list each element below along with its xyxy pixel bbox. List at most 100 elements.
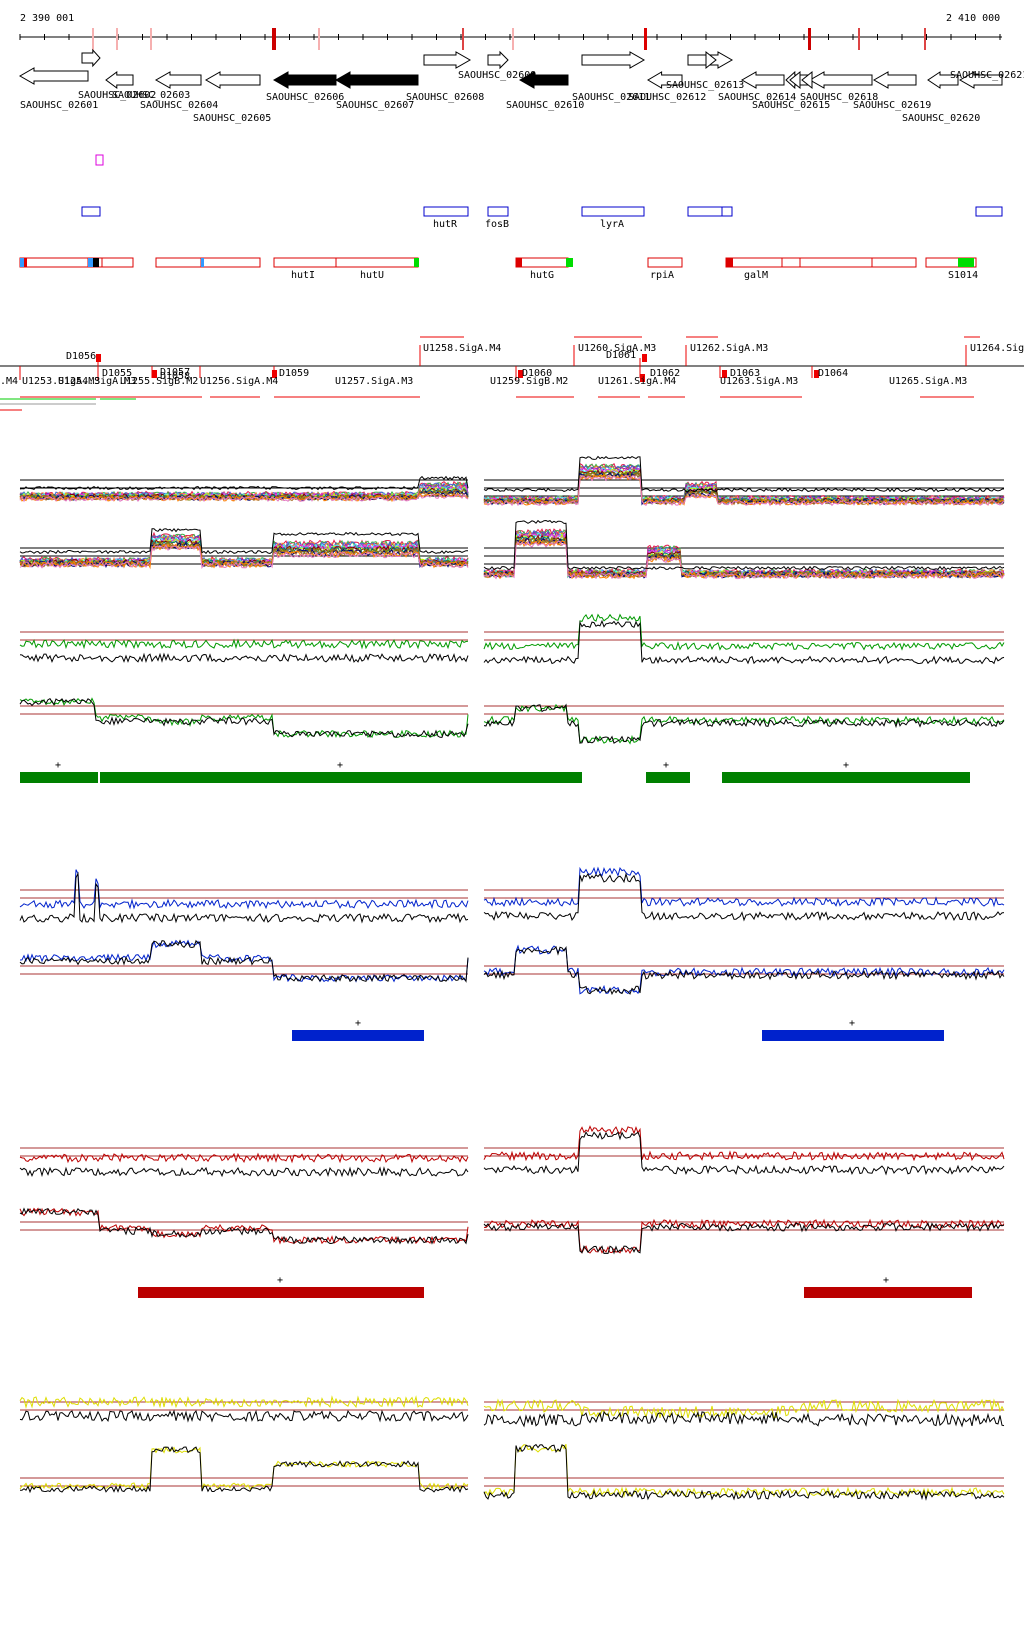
promoter-marker — [518, 370, 523, 378]
promoter-marker — [96, 354, 101, 362]
ruler-ticks — [19, 34, 1001, 40]
u-label-bottom: .M4 — [0, 376, 18, 387]
u-label-bottom: U1256.SigA.M4 — [200, 376, 278, 387]
gene-arrow-saouhsc_02620[interactable] — [927, 71, 959, 89]
red-feature-box[interactable] — [725, 257, 783, 268]
gene-arrow-saouhsc_02607[interactable] — [334, 71, 419, 89]
d-label: D1062 — [650, 368, 680, 379]
gene-arrow-saouhsc_02603[interactable] — [105, 71, 134, 89]
gene-label: SAOUHSC_02610 — [506, 100, 584, 111]
u-label-bottom: U1261.SigA.M4 — [598, 376, 676, 387]
red-feature-fill — [726, 258, 733, 267]
green-segment-bar[interactable] — [722, 772, 970, 783]
gene-label: SAOUHSC_02618 — [800, 92, 878, 103]
blue-feature-box[interactable] — [423, 206, 469, 217]
blue-feature-box[interactable] — [687, 206, 723, 217]
gene-arrow-saouhsc_02619[interactable] — [872, 71, 917, 89]
red-feature-box[interactable] — [647, 257, 683, 268]
d-label: D1057 — [160, 367, 190, 378]
blue-feature-box[interactable] — [581, 206, 645, 217]
red-segment-bar[interactable] — [138, 1287, 424, 1298]
ruler-feature-mark — [924, 28, 926, 50]
green-segment-bar[interactable] — [646, 772, 690, 783]
green-segment-bar[interactable] — [20, 772, 98, 783]
promoter-marker — [814, 370, 819, 378]
ruler-feature-mark — [808, 28, 811, 50]
gene-label: SAOUHSC_02604 — [140, 100, 218, 111]
d-label: D1059 — [279, 368, 309, 379]
green-trace-top-ref — [19, 652, 469, 664]
u-label-bottom: U1257.SigA.M3 — [335, 376, 413, 387]
green-segment-bars: + + + + — [20, 760, 970, 783]
red-feature-label: hutU — [360, 270, 384, 281]
red-feature-box[interactable] — [871, 257, 917, 268]
red-feature-box[interactable] — [19, 257, 89, 268]
blue-feature-label: hutR — [433, 219, 458, 230]
u-label-top: U1264.SigA — [970, 343, 1024, 354]
blue-trace-bottom-ref — [19, 939, 469, 983]
u-label-top: U1258.SigA.M4 — [423, 343, 501, 354]
red-feature-box[interactable] — [799, 257, 873, 268]
gene-arrow-saouhsc_02618[interactable] — [808, 71, 873, 89]
gene-label: SAOUHSC_02611 — [572, 92, 650, 103]
blue-feature-box[interactable] — [81, 206, 101, 217]
gene-arrow-saouhsc_02614[interactable] — [740, 71, 785, 89]
red-feature-fill — [201, 258, 204, 267]
red-feature-box[interactable] — [101, 257, 134, 268]
gene-arrow-saouhsc_02606[interactable] — [272, 71, 337, 89]
blue-trace-top — [19, 869, 469, 910]
d-label: D1055 — [102, 368, 132, 379]
blue-feature-box[interactable] — [721, 206, 733, 217]
multi-trace — [19, 544, 469, 570]
green-segment-marker: + — [663, 760, 669, 771]
red-feature-fill — [93, 258, 99, 267]
ruler-feature-mark — [858, 28, 860, 50]
ruler-feature-mark — [644, 28, 647, 50]
blue-segment-bar[interactable] — [762, 1030, 944, 1041]
gene-label: SAOUHSC_02608 — [406, 92, 484, 103]
blue-feature-box[interactable] — [487, 206, 509, 217]
blue-trace-top-ref — [19, 871, 469, 924]
red-feature-fill — [516, 258, 522, 267]
u-label-bottom: U1263.SigA.M3 — [720, 376, 798, 387]
blue-segment-bar[interactable] — [292, 1030, 424, 1041]
red-feature-box[interactable] — [273, 257, 337, 268]
red-feature-box[interactable] — [155, 257, 202, 268]
gene-arrow-saouhsc_02604[interactable] — [154, 71, 202, 89]
magenta-marker[interactable] — [95, 154, 104, 166]
multi-trace-black — [483, 455, 1005, 493]
red-feature-label: galM — [744, 270, 768, 281]
ruler-end-label: 2 410 000 — [946, 13, 1000, 24]
gene-arrow-saouhsc_02611[interactable] — [581, 51, 646, 69]
gene-label: SAOUHSC_02607 — [336, 100, 414, 111]
red-feature-fill — [414, 258, 419, 267]
gene-arrow-saouhsc_02621[interactable] — [958, 71, 1003, 89]
red-feature-box[interactable] — [781, 257, 801, 268]
gene-arrow-saouhsc_02612[interactable] — [647, 71, 683, 89]
red-segment-bars: + + — [138, 1275, 972, 1298]
green-segment-bar[interactable] — [100, 772, 582, 783]
blue-feature-box[interactable] — [975, 206, 1003, 217]
gene-arrow-saouhsc_02605[interactable] — [204, 71, 261, 89]
ruler-feature-mark — [512, 28, 514, 50]
gene-label: SAOUHSC_02605 — [193, 113, 271, 124]
red-feature-box[interactable] — [200, 257, 261, 268]
gene-arrow-saouhsc_02610[interactable] — [518, 71, 569, 89]
gene-arrow-saouhsc_02601[interactable] — [18, 67, 89, 85]
red-segment-bar[interactable] — [804, 1287, 972, 1298]
gene-label: SAOUHSC_02613 — [666, 80, 744, 91]
gene-label: SAOUHSC_02609 — [458, 70, 536, 81]
gene-label: SAOUHSC_02615 — [752, 100, 830, 111]
gene-arrow-saouhsc_02608[interactable] — [423, 51, 472, 69]
red-feature-box[interactable] — [335, 257, 419, 268]
gene-label-track: SAOUHSC_02601SAOUHSC_02602SAOUHSC_02603S… — [20, 70, 1024, 124]
red-feature-label: S1014 — [948, 270, 978, 281]
red-feature-track: hutI hutU hutG rpiA galM S1014 — [19, 257, 978, 281]
red-feature-box[interactable] — [515, 257, 569, 268]
gene-arrow-saouhsc_02609[interactable] — [487, 50, 509, 70]
red-feature-box[interactable] — [925, 257, 977, 268]
red-segment-marker: + — [883, 1275, 889, 1286]
gene-arrow-saouhsc_02602[interactable] — [81, 48, 101, 68]
